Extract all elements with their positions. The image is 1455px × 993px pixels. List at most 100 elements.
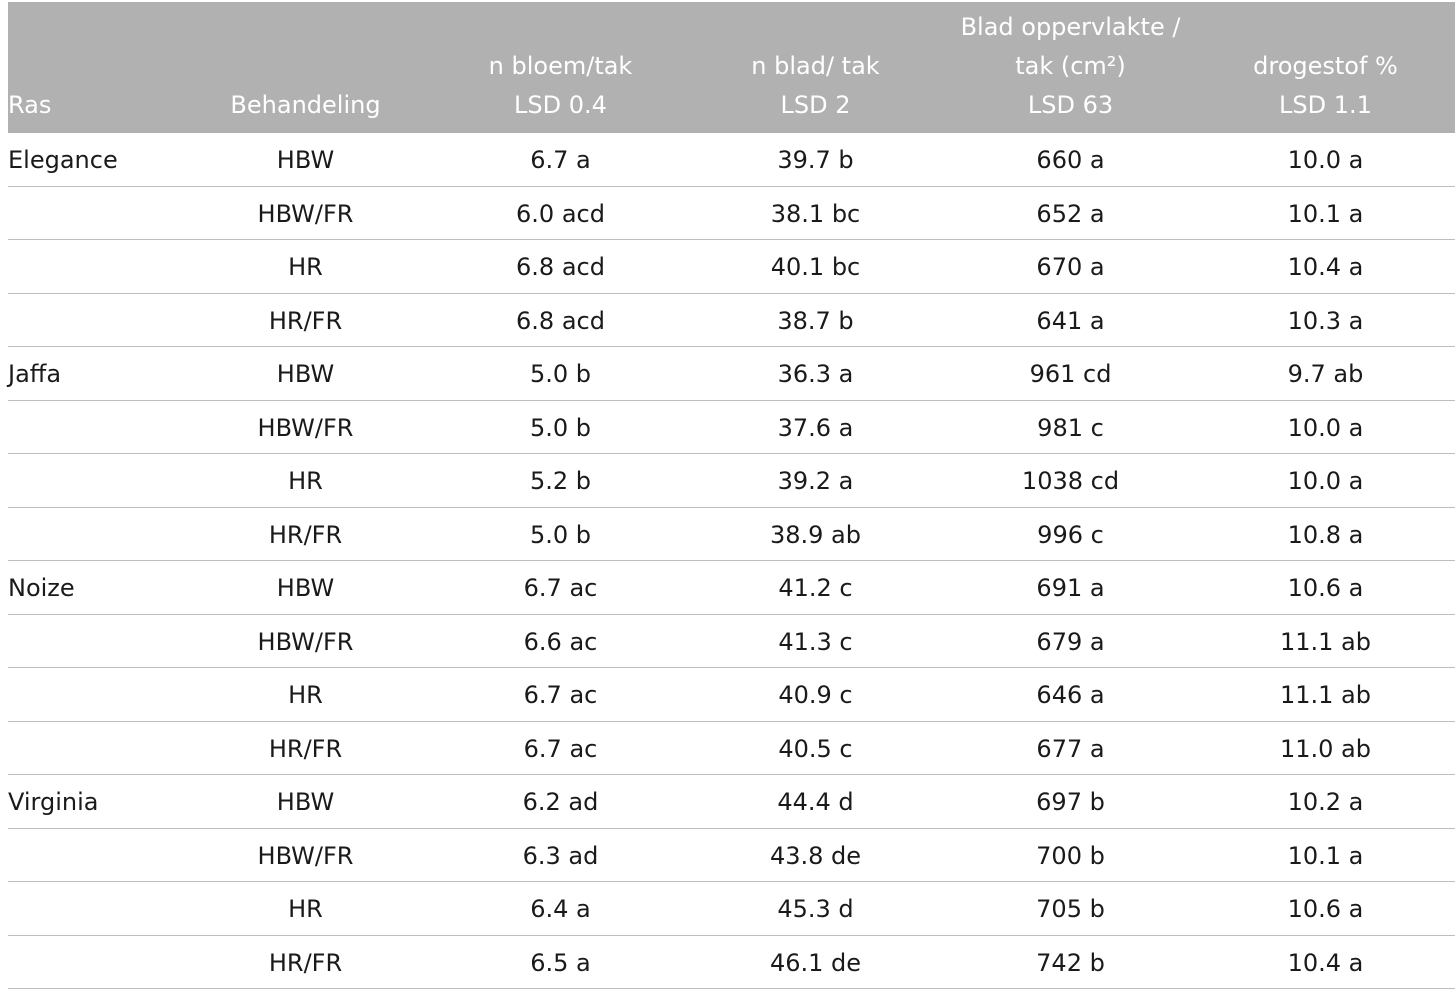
cell-behandeling: HR — [288, 895, 323, 923]
cell-oppervlakte: 660 a — [1036, 146, 1105, 174]
cell-blad: 43.8 de — [769, 841, 862, 870]
cell-oppervlakte: 691 a — [1036, 574, 1105, 602]
cell-drogestof: 10.4 a — [1287, 948, 1364, 977]
cell-drogestof: 10.0 a — [1287, 146, 1364, 174]
cell-bloem: 6.7 a — [530, 146, 591, 174]
header-oppervlakte-line3: LSD 63 — [1027, 91, 1114, 119]
cell-bloem: 6.8 acd — [516, 253, 605, 281]
cell-drogestof: 10.6 a — [1287, 895, 1364, 923]
cell-blad: 40.9 c — [778, 681, 853, 709]
cell-blad: 39.2 a — [777, 467, 854, 495]
header-blad: n blad/ tak LSD 2 — [688, 47, 943, 125]
cell-oppervlakte: 679 a — [1036, 627, 1105, 656]
cell-drogestof: 10.1 a — [1287, 841, 1364, 870]
cell-blad: 37.6 a — [777, 413, 854, 442]
table-row: HR 6.8 acd 40.1 bc 670 a 10.4 a — [8, 240, 1455, 294]
table-row: HR 5.2 b 39.2 a 1038 cd 10.0 a — [8, 454, 1455, 508]
cell-oppervlakte: 705 b — [1036, 895, 1105, 923]
header-behandeling-label: Behandeling — [230, 91, 381, 119]
cell-oppervlakte: 646 a — [1036, 681, 1105, 709]
header-ras: Ras — [8, 86, 178, 125]
table-row: Virginia HBW 6.2 ad 44.4 d 697 b 10.2 a — [8, 775, 1455, 829]
header-drogestof-line2: LSD 1.1 — [1279, 91, 1372, 119]
cell-ras: Virginia — [8, 788, 99, 816]
cell-behandeling: HR — [288, 681, 323, 709]
cell-drogestof: 11.0 ab — [1279, 734, 1371, 763]
cell-blad: 41.2 c — [778, 574, 853, 602]
cell-behandeling: HBW — [276, 574, 335, 602]
cell-drogestof: 9.7 ab — [1287, 360, 1364, 388]
cell-bloem: 6.6 ac — [523, 627, 598, 656]
cell-behandeling: HR/FR — [268, 520, 343, 549]
cell-behandeling: HBW — [276, 788, 335, 816]
header-drogestof: drogestof % LSD 1.1 — [1198, 47, 1453, 125]
cell-oppervlakte: 961 cd — [1029, 360, 1112, 388]
table-row: Noize HBW 6.7 ac 41.2 c 691 a 10.6 a — [8, 561, 1455, 615]
header-drogestof-line1: drogestof % — [1253, 52, 1398, 80]
cell-bloem: 6.4 a — [530, 895, 591, 923]
cell-oppervlakte: 677 a — [1036, 734, 1105, 763]
table-row: HR/FR 6.8 acd 38.7 b 641 a 10.3 a — [8, 294, 1455, 347]
cell-oppervlakte: 652 a — [1036, 199, 1105, 228]
cell-behandeling: HR — [288, 467, 323, 495]
cell-drogestof: 10.3 a — [1287, 306, 1364, 335]
cell-bloem: 6.3 ad — [522, 841, 599, 870]
cell-oppervlakte: 670 a — [1036, 253, 1105, 281]
cell-oppervlakte: 641 a — [1036, 306, 1105, 335]
table-header: Ras Behandeling n bloem/tak LSD 0.4 n bl… — [8, 2, 1455, 133]
cell-oppervlakte: 700 b — [1036, 841, 1105, 870]
cell-oppervlakte: 996 c — [1037, 520, 1104, 549]
cell-behandeling: HR — [288, 253, 323, 281]
table-row: HBW/FR 6.3 ad 43.8 de 700 b 10.1 a — [8, 829, 1455, 882]
data-table: Ras Behandeling n bloem/tak LSD 0.4 n bl… — [8, 2, 1455, 989]
cell-bloem: 6.0 acd — [516, 199, 605, 228]
cell-bloem: 6.5 a — [530, 948, 591, 977]
cell-bloem: 6.8 acd — [516, 306, 605, 335]
cell-blad: 46.1 de — [769, 948, 862, 977]
header-bloem-line2: LSD 0.4 — [514, 91, 607, 119]
cell-behandeling: HR/FR — [268, 306, 343, 335]
cell-drogestof: 11.1 ab — [1279, 681, 1371, 709]
table-row: Jaffa HBW 5.0 b 36.3 a 961 cd 9.7 ab — [8, 347, 1455, 401]
header-oppervlakte-line2: tak (cm²) — [1015, 52, 1126, 80]
cell-ras: Jaffa — [8, 360, 62, 388]
cell-drogestof: 10.0 a — [1287, 413, 1364, 442]
table-row: Elegance HBW 6.7 a 39.7 b 660 a 10.0 a — [8, 133, 1455, 187]
table-row: HR/FR 6.5 a 46.1 de 742 b 10.4 a — [8, 936, 1455, 989]
cell-blad: 45.3 d — [777, 895, 854, 923]
cell-behandeling: HBW/FR — [257, 841, 354, 870]
table-row: HR/FR 5.0 b 38.9 ab 996 c 10.8 a — [8, 508, 1455, 561]
header-ras-label: Ras — [8, 91, 52, 119]
cell-behandeling: HBW/FR — [257, 199, 354, 228]
cell-oppervlakte: 742 b — [1036, 948, 1105, 977]
table-body: Elegance HBW 6.7 a 39.7 b 660 a 10.0 a HBW/FR 6… — [8, 133, 1455, 989]
table-row: HR/FR 6.7 ac 40.5 c 677 a 11.0 ab — [8, 722, 1455, 775]
header-blad-line2: LSD 2 — [780, 91, 851, 119]
cell-ras: Elegance — [8, 146, 118, 174]
cell-bloem: 6.7 ac — [523, 574, 598, 602]
cell-blad: 40.5 c — [778, 734, 853, 763]
cell-blad: 41.3 c — [778, 627, 853, 656]
cell-bloem: 5.2 b — [529, 467, 592, 495]
cell-behandeling: HBW — [276, 146, 335, 174]
cell-oppervlakte: 981 c — [1037, 413, 1104, 442]
cell-bloem: 6.7 ac — [523, 681, 598, 709]
header-bloem: n bloem/tak LSD 0.4 — [433, 47, 688, 125]
cell-ras: Noize — [8, 574, 75, 602]
cell-bloem: 6.2 ad — [522, 788, 599, 816]
cell-bloem: 5.0 b — [529, 520, 592, 549]
cell-bloem: 5.0 b — [529, 413, 592, 442]
cell-blad: 38.9 ab — [769, 520, 861, 549]
cell-blad: 36.3 a — [777, 360, 854, 388]
header-bloem-line1: n bloem/tak — [488, 52, 633, 80]
table-row: HR 6.4 a 45.3 d 705 b 10.6 a — [8, 882, 1455, 936]
table-row: HBW/FR 5.0 b 37.6 a 981 c 10.0 a — [8, 401, 1455, 454]
cell-behandeling: HBW — [276, 360, 335, 388]
cell-bloem: 6.7 ac — [523, 734, 598, 763]
cell-drogestof: 10.4 a — [1287, 253, 1364, 281]
header-oppervlakte-line1: Blad oppervlakte / — [960, 13, 1181, 41]
header-behandeling: Behandeling — [178, 86, 433, 125]
cell-blad: 39.7 b — [777, 146, 854, 174]
cell-oppervlakte: 1038 cd — [1021, 467, 1120, 495]
table-row: HBW/FR 6.6 ac 41.3 c 679 a 11.1 ab — [8, 615, 1455, 668]
